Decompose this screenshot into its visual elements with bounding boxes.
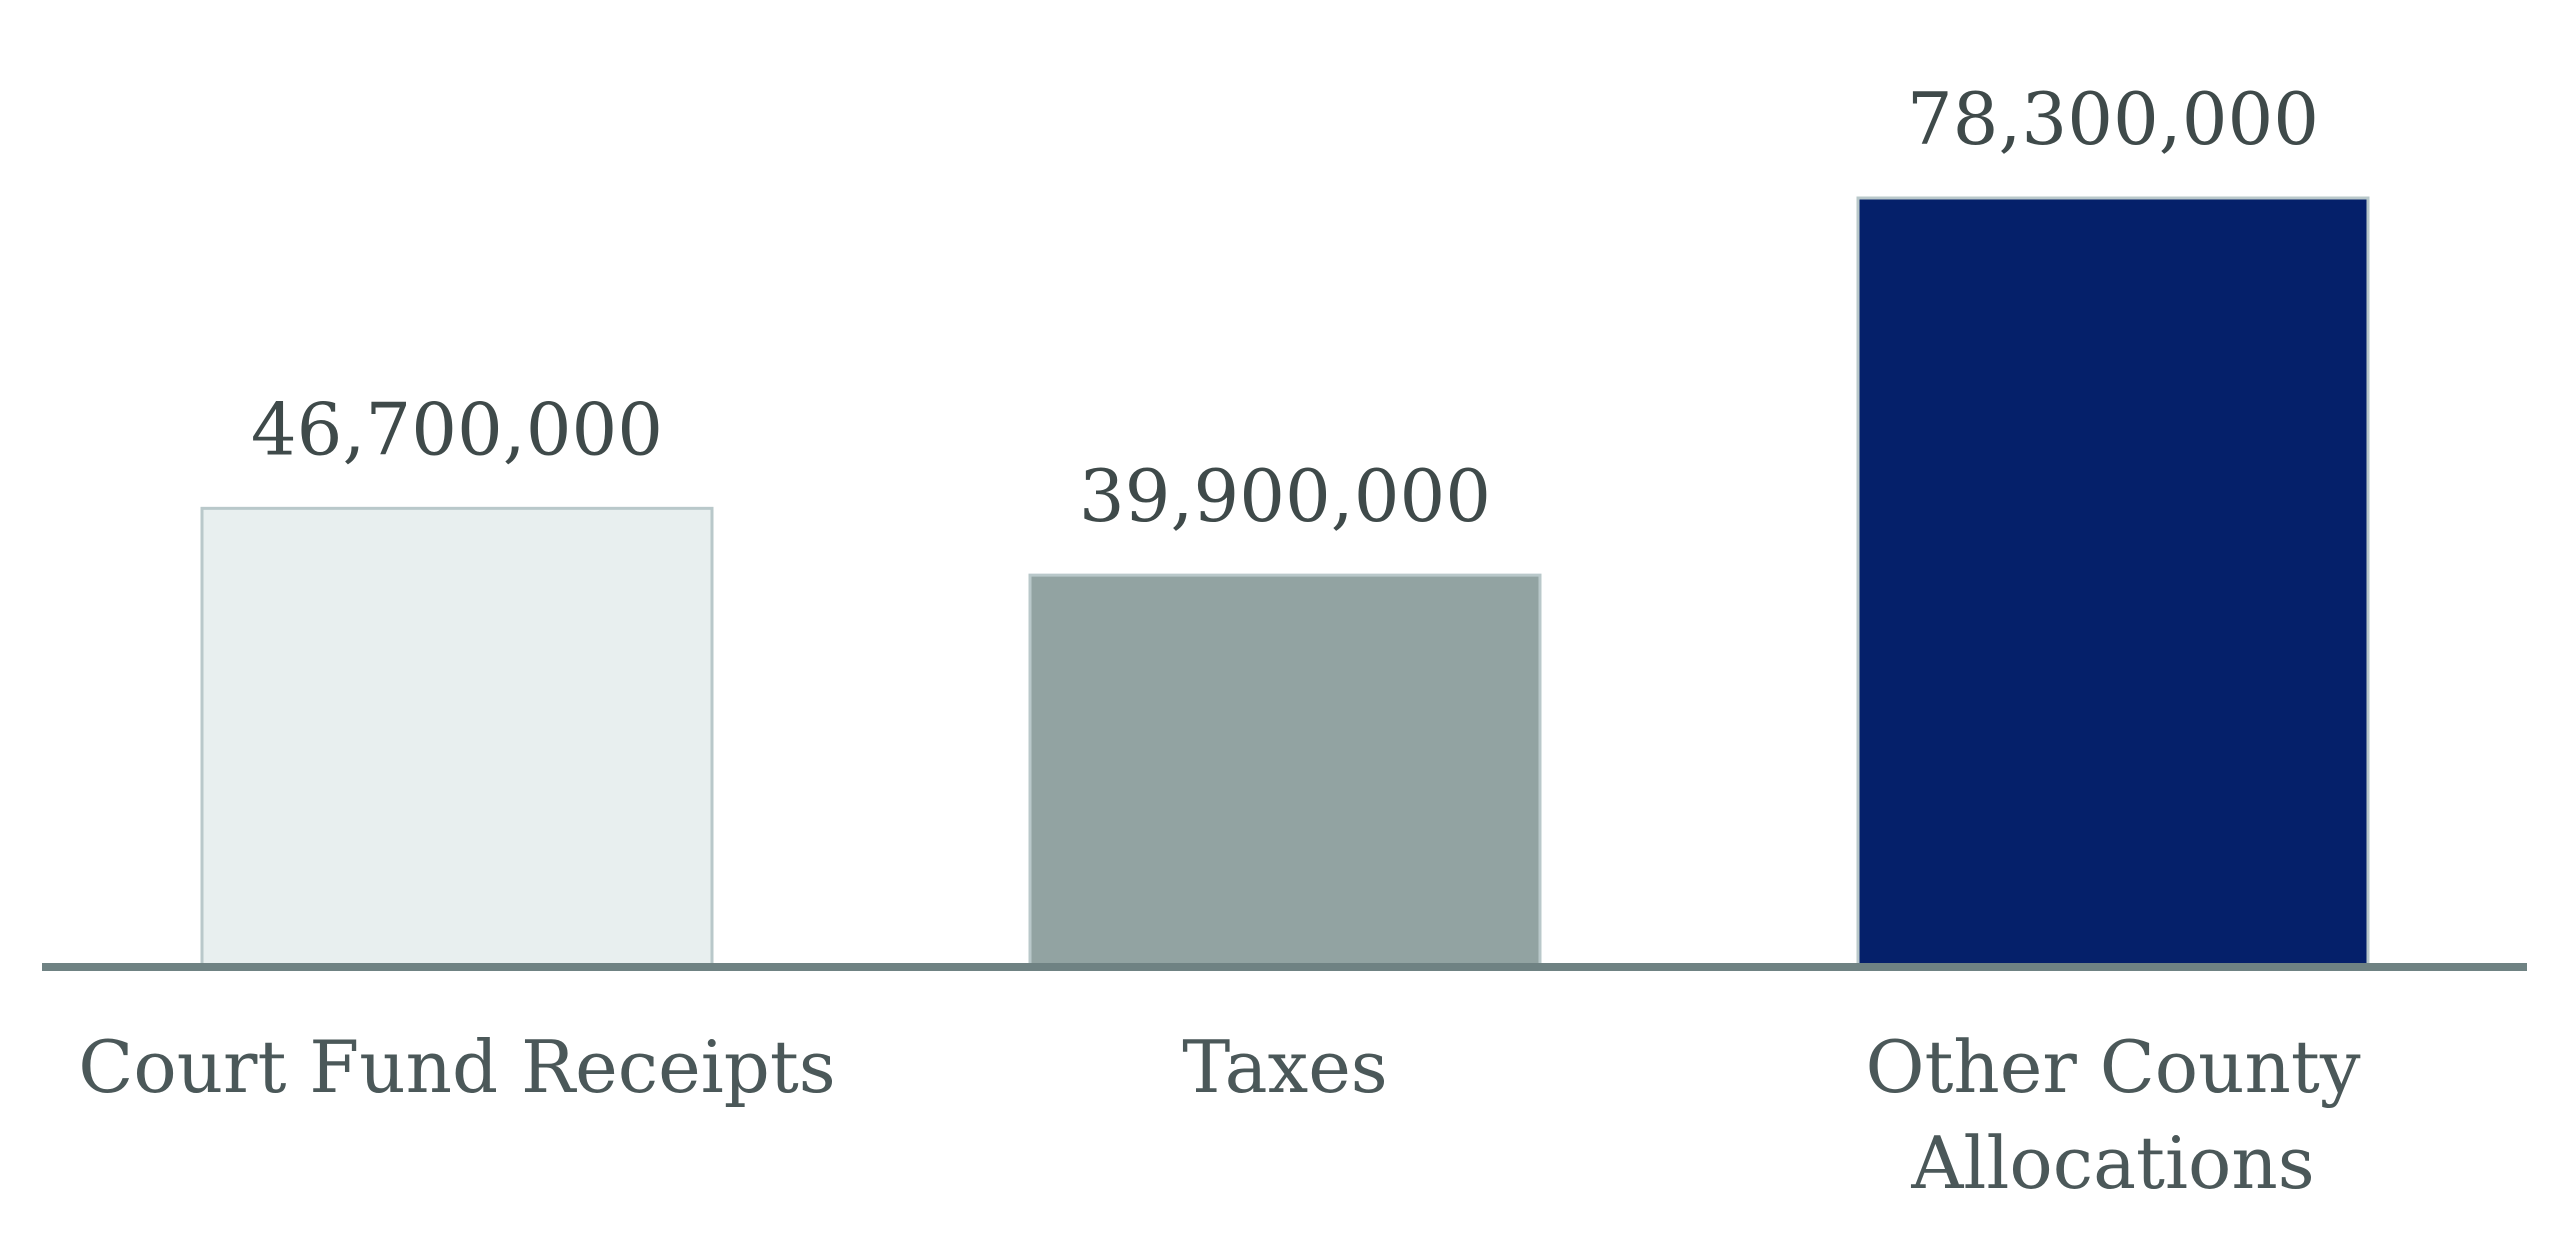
bars-layer: [200, 196, 2370, 969]
category-label-2: Other County Allocations: [1865, 1025, 2360, 1205]
value-labels-layer: 46,700,000 39,900,000 78,300,000: [251, 77, 2319, 538]
bar-0: [200, 506, 714, 969]
category-label-line: Other County: [1865, 1025, 2360, 1109]
category-label-0: Court Fund Receipts: [78, 1025, 835, 1109]
category-label-line: Taxes: [1182, 1025, 1388, 1109]
value-label-0: 46,700,000: [251, 387, 663, 471]
category-label-1: Taxes: [1182, 1025, 1388, 1109]
category-label-line: Allocations: [1910, 1121, 2314, 1205]
category-labels-layer: Court Fund Receipts Taxes Other County Allo…: [78, 1025, 2361, 1205]
value-label-2: 78,300,000: [1907, 77, 2319, 161]
value-label-1: 39,900,000: [1079, 454, 1491, 538]
bar-1: [1028, 573, 1542, 969]
category-label-line: Court Fund Receipts: [78, 1025, 835, 1109]
bar-2: [1856, 196, 2370, 969]
